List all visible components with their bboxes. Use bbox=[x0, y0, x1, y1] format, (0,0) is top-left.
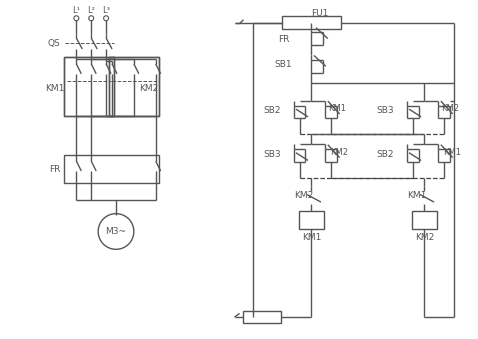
Text: L¹: L¹ bbox=[72, 6, 80, 15]
Circle shape bbox=[89, 16, 94, 21]
Circle shape bbox=[98, 214, 134, 250]
Text: KM1: KM1 bbox=[302, 233, 321, 242]
Bar bbox=[298, 211, 324, 228]
Text: KM2: KM2 bbox=[294, 191, 313, 200]
Text: KM2: KM2 bbox=[139, 84, 158, 93]
Bar bbox=[65, 57, 114, 116]
Text: KM2: KM2 bbox=[441, 104, 459, 113]
Text: FR: FR bbox=[49, 165, 60, 175]
Bar bbox=[412, 211, 437, 228]
Bar bbox=[282, 16, 341, 29]
Text: FU1: FU1 bbox=[311, 9, 328, 18]
Text: KM1: KM1 bbox=[328, 104, 346, 113]
Circle shape bbox=[74, 16, 79, 21]
Text: SB2: SB2 bbox=[263, 106, 281, 115]
Text: M3~: M3~ bbox=[106, 227, 127, 236]
Text: SB2: SB2 bbox=[376, 149, 393, 159]
Text: SB3: SB3 bbox=[376, 106, 393, 115]
Circle shape bbox=[104, 16, 109, 21]
Text: SB1: SB1 bbox=[275, 60, 293, 69]
Bar bbox=[109, 57, 159, 116]
Text: KM1: KM1 bbox=[407, 191, 426, 200]
Bar bbox=[243, 311, 281, 323]
Text: KM1: KM1 bbox=[45, 84, 64, 93]
Bar bbox=[109, 57, 159, 116]
Text: SB3: SB3 bbox=[263, 149, 281, 159]
Bar bbox=[65, 57, 114, 116]
Text: L³: L³ bbox=[102, 6, 110, 15]
Text: KM2: KM2 bbox=[415, 233, 434, 242]
Text: KM1: KM1 bbox=[443, 148, 461, 157]
Bar bbox=[65, 155, 159, 183]
Text: L²: L² bbox=[87, 6, 95, 15]
Text: QS: QS bbox=[47, 39, 60, 47]
Text: KM2: KM2 bbox=[330, 148, 348, 157]
Text: FR: FR bbox=[278, 35, 289, 44]
